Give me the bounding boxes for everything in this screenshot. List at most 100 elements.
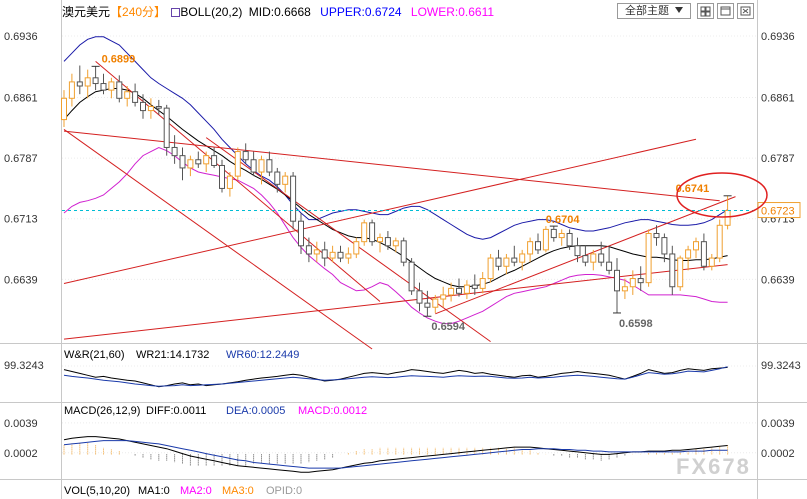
candle-body <box>511 257 518 263</box>
candle-body <box>329 251 336 259</box>
candle <box>76 65 83 95</box>
trend-line[interactable] <box>95 61 381 302</box>
trend-lines <box>63 61 736 350</box>
candle <box>558 229 565 246</box>
candle-body <box>274 171 281 185</box>
close-icon <box>740 6 751 16</box>
last-price-line: 0.6723 <box>62 202 801 219</box>
candle-body <box>345 253 352 259</box>
candle <box>290 172 297 230</box>
candle <box>653 225 660 246</box>
candle-body <box>92 77 99 85</box>
trend-line[interactable] <box>63 138 697 284</box>
y-tick-label-left: 0.6639 <box>4 274 38 286</box>
wr-tick-label-right: 99.3243 <box>761 360 801 372</box>
candle-body <box>487 257 494 280</box>
candle-body <box>282 175 289 185</box>
candle <box>708 253 715 271</box>
y-tick-label-right: 0.6787 <box>761 153 795 165</box>
boll-label: BOLL(20,2) <box>180 5 243 19</box>
theme-select-label: 全部主题 <box>624 5 669 17</box>
candle <box>685 245 692 271</box>
close-button[interactable] <box>737 3 754 19</box>
vol-ma1-value: MA1:0 <box>138 485 170 497</box>
candle-body <box>353 241 360 255</box>
candle-body <box>693 241 699 251</box>
candle <box>677 255 684 291</box>
wr60-value: WR60:12.2449 <box>226 349 299 361</box>
candle-body <box>171 146 178 157</box>
candle <box>155 99 162 115</box>
candle-body <box>408 261 415 292</box>
candle-body <box>361 222 368 243</box>
y-tick-label-left: 0.6936 <box>4 31 38 43</box>
candle <box>416 282 423 312</box>
candle-body <box>574 245 581 257</box>
trend-line[interactable] <box>63 130 720 202</box>
candle <box>503 253 510 275</box>
candle-body <box>535 241 541 251</box>
candle-body <box>377 237 383 243</box>
candle-body <box>416 290 423 304</box>
candle <box>693 237 699 259</box>
candle <box>527 237 534 263</box>
candle-body <box>337 251 344 259</box>
window-button[interactable] <box>717 3 734 19</box>
price-axis: 0.6936 0.6936 0.6861 0.6861 0.6787 0.6787 0.67… <box>4 31 795 286</box>
candle-body <box>724 210 731 226</box>
grid-layout-button[interactable] <box>697 3 714 19</box>
candle <box>100 73 107 95</box>
candle <box>440 286 447 308</box>
candle-body <box>677 257 684 288</box>
candle-body <box>527 241 534 255</box>
candle-body <box>258 159 265 173</box>
candle <box>700 233 707 271</box>
candle <box>329 245 336 263</box>
candle <box>116 75 123 103</box>
candle <box>274 167 281 193</box>
candle-body <box>219 164 225 189</box>
candle-body <box>448 287 455 296</box>
trend-line[interactable] <box>63 129 373 350</box>
candle-body <box>590 253 597 263</box>
candle-body <box>108 81 115 91</box>
macd-legend-label: MACD(26,12,9) <box>64 405 140 417</box>
candle <box>92 66 99 91</box>
candle-body <box>629 278 636 288</box>
chevron-down-icon <box>675 7 684 13</box>
candle-body <box>234 151 241 177</box>
theme-select[interactable]: 全部主题 <box>617 3 691 19</box>
candle <box>242 143 249 164</box>
vol-legend-label: VOL(5,10,20) <box>64 485 130 497</box>
y-tick-label-left: 0.6787 <box>4 153 38 165</box>
macd-series-line <box>63 440 728 469</box>
candle-body <box>456 287 462 294</box>
macd-tick-label-left: 0.0002 <box>4 448 38 460</box>
period-label[interactable]: 【240分】 <box>110 5 167 19</box>
candle-body <box>116 81 123 99</box>
main-price-grid <box>62 35 757 280</box>
candle <box>258 155 265 185</box>
candle <box>250 151 257 177</box>
candle <box>400 237 407 267</box>
candle <box>479 271 486 294</box>
candle <box>724 195 731 230</box>
candle <box>305 237 312 263</box>
candle <box>226 172 233 197</box>
candle <box>345 247 352 264</box>
trend-line[interactable] <box>205 137 491 343</box>
candle-body <box>700 241 707 267</box>
candle <box>574 237 581 263</box>
candle-body <box>614 269 620 292</box>
candle-body <box>124 91 131 99</box>
symbol-label: 澳元美元 <box>62 5 111 19</box>
candle-body <box>61 97 67 121</box>
candle <box>84 69 91 99</box>
candle <box>590 249 597 271</box>
candle <box>266 151 273 177</box>
candle <box>511 245 518 267</box>
bollinger-bands <box>63 36 728 325</box>
candle <box>606 245 613 275</box>
candle-body <box>685 249 692 259</box>
